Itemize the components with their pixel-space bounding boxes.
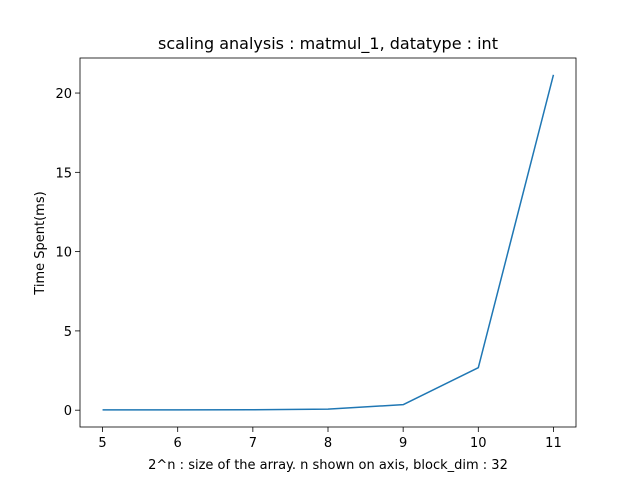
y-axis: 0 5 10 15 20 [55, 87, 80, 419]
y-axis-title: Time Spent(ms) [33, 191, 48, 295]
x-axis: 5 6 7 8 9 10 11 [98, 427, 562, 451]
plot-frame [79, 57, 577, 428]
chart-title: scaling analysis : matmul_1, datatype : … [158, 34, 498, 54]
x-tick-label: 9 [399, 436, 407, 451]
series-layer [102, 74, 555, 411]
x-tick-label: 11 [545, 436, 562, 451]
plot-area [79, 57, 577, 428]
x-tick-label: 5 [98, 436, 106, 451]
y-tick-label: 0 [64, 404, 72, 419]
y-tick-label: 10 [55, 246, 72, 261]
x-tick-label: 7 [249, 436, 257, 451]
y-tick-label: 5 [64, 325, 72, 340]
x-axis-title: 2^n : size of the array. n shown on axis… [148, 458, 508, 473]
series-line [102, 74, 555, 411]
y-tick-label: 20 [55, 87, 72, 102]
y-tick-label: 15 [55, 166, 72, 181]
x-tick-label: 10 [470, 436, 487, 451]
x-tick-label: 6 [174, 436, 182, 451]
x-tick-label: 8 [324, 436, 332, 451]
